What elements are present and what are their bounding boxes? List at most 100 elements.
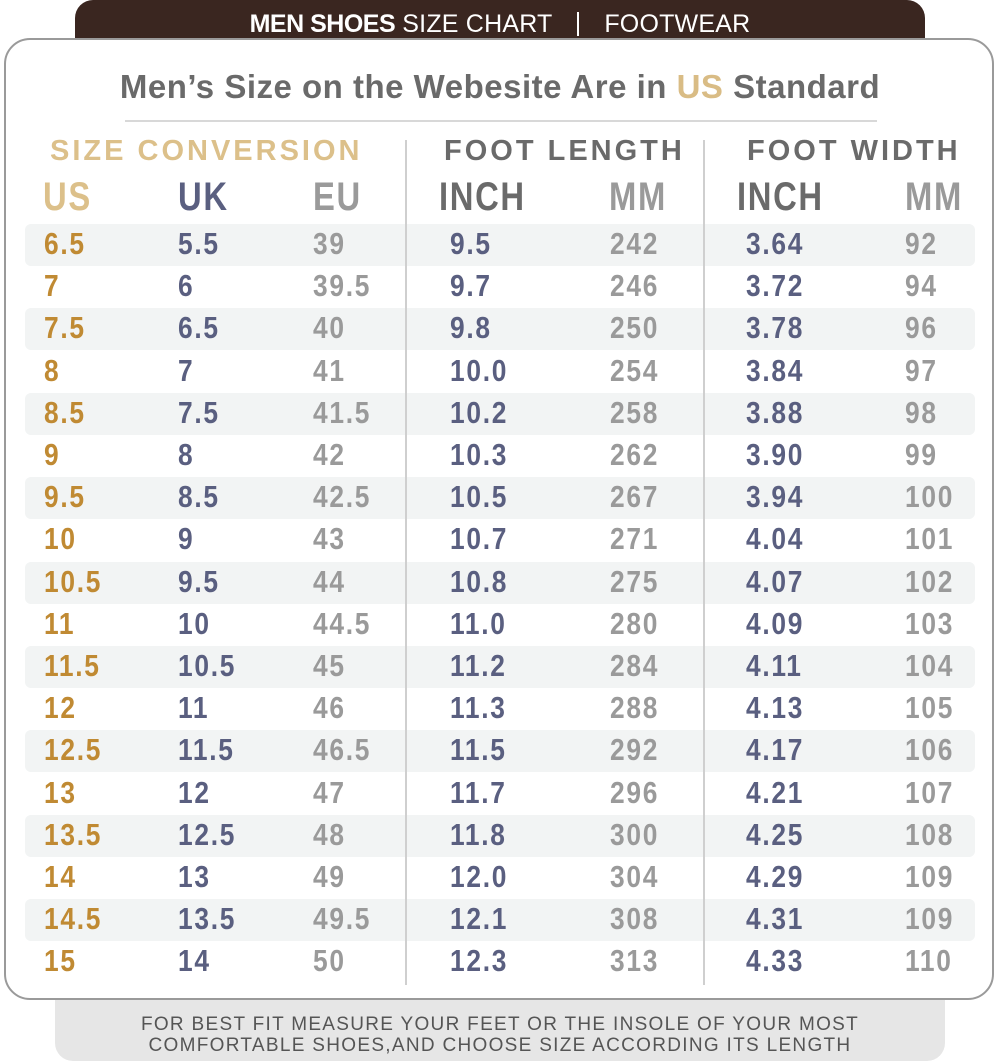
cell-us: 13.5 [44, 816, 103, 852]
cell-length-inch: 11.2 [450, 648, 507, 683]
table-row: 13.5 12.5 48 11.8 300 4.25 108 [25, 814, 975, 857]
table-row: 14 13 49 12.0 304 4.29 109 [25, 857, 975, 899]
banner-title-rest: SIZE CHART [402, 10, 553, 38]
cell-width-mm: 109 [905, 901, 955, 937]
banner-category: FOOTWEAR [604, 10, 751, 38]
cell-width-inch: 4.21 [746, 774, 805, 810]
headline-accent: US [676, 68, 724, 105]
cell-width-mm: 92 [905, 226, 938, 261]
cell-width-inch: 4.33 [746, 943, 805, 979]
cell-width-mm: 105 [905, 690, 955, 726]
cell-eu: 44.5 [313, 605, 372, 641]
cell-length-mm: 284 [610, 648, 660, 683]
table-row: 8.5 7.5 41.5 10.2 258 3.88 98 [25, 392, 975, 435]
cell-uk: 13.5 [178, 901, 237, 937]
footer-line-1: FOR BEST FIT MEASURE YOUR FEET OR THE IN… [140, 1014, 860, 1035]
headline-rule [125, 120, 877, 122]
cell-length-mm: 242 [610, 226, 660, 261]
cell-uk: 9.5 [178, 563, 220, 599]
cell-length-mm: 288 [610, 690, 660, 726]
cell-width-inch: 4.07 [746, 563, 805, 599]
headline-after: Standard [733, 68, 881, 105]
col-header-width-mm: MM [905, 175, 963, 219]
cell-uk: 6 [178, 268, 195, 304]
cell-eu: 47 [313, 774, 346, 810]
cell-length-inch: 10.8 [450, 563, 509, 599]
banner-title: MEN SHOES SIZE CHART FOOTWEAR [0, 10, 1000, 39]
cell-width-inch: 4.31 [746, 901, 805, 937]
col-header-length-mm: MM [609, 175, 667, 219]
footer-line-2: COMFORTABLE SHOES,AND CHOOSE SIZE ACCORD… [148, 1035, 852, 1056]
cell-width-inch: 3.84 [746, 352, 805, 388]
cell-eu: 50 [313, 943, 346, 979]
cell-length-inch: 10.5 [450, 479, 509, 515]
cell-length-inch: 11.5 [450, 732, 507, 768]
table-row: 13 12 47 11.7 296 4.21 107 [25, 773, 975, 815]
cell-uk: 13 [178, 859, 211, 894]
col-header-length-inch: INCH [439, 175, 526, 219]
cell-us: 13 [44, 774, 77, 810]
banner-title-bold: MEN SHOES [249, 10, 396, 38]
cell-width-mm: 94 [905, 268, 938, 304]
cell-width-mm: 96 [905, 310, 938, 346]
cell-width-inch: 4.29 [746, 859, 805, 894]
cell-length-inch: 12.0 [450, 859, 509, 894]
cell-length-mm: 271 [610, 521, 660, 557]
divider-width [703, 140, 705, 985]
cell-width-mm: 106 [905, 732, 955, 768]
table-row: 11.5 10.5 45 11.2 284 4.11 104 [25, 646, 975, 688]
cell-width-inch: 3.88 [746, 394, 805, 430]
cell-length-inch: 11.0 [450, 605, 507, 641]
cell-uk: 8.5 [178, 479, 220, 515]
cell-width-inch: 3.94 [746, 479, 805, 515]
cell-length-inch: 12.1 [450, 901, 509, 937]
headline: Men’s Size on the Webesite Are in US Sta… [0, 68, 1000, 106]
cell-us: 12 [44, 690, 77, 726]
cell-eu: 46.5 [313, 732, 372, 768]
cell-length-inch: 12.3 [450, 943, 509, 979]
cell-us: 6.5 [44, 226, 86, 261]
cell-us: 11.5 [44, 648, 101, 683]
table-row: 9 8 42 10.3 262 3.90 99 [25, 435, 975, 477]
group-size-conversion: SIZE CONVERSION [50, 135, 363, 167]
cell-length-mm: 250 [610, 310, 660, 346]
cell-us: 8 [44, 352, 61, 388]
cell-length-inch: 9.8 [450, 310, 492, 346]
cell-us: 14.5 [44, 901, 103, 937]
table-row: 10.5 9.5 44 10.8 275 4.07 102 [25, 561, 975, 604]
table-row: 11 10 44.5 11.0 280 4.09 103 [25, 604, 975, 646]
cell-width-mm: 101 [905, 521, 955, 557]
cell-width-mm: 97 [905, 352, 938, 388]
cell-eu: 49.5 [313, 901, 372, 937]
cell-length-mm: 258 [610, 394, 660, 430]
cell-uk: 7.5 [178, 394, 220, 430]
cell-eu: 40 [313, 310, 346, 346]
cell-width-mm: 103 [905, 605, 955, 641]
table-row: 14.5 13.5 49.5 12.1 308 4.31 109 [25, 899, 975, 942]
cell-length-mm: 275 [610, 563, 660, 599]
cell-length-inch: 11.8 [450, 816, 507, 852]
cell-eu: 46 [313, 690, 346, 726]
table-row: 6.5 5.5 39 9.5 242 3.64 92 [25, 224, 975, 266]
cell-length-mm: 246 [610, 268, 660, 304]
group-foot-width: FOOT WIDTH [747, 135, 961, 167]
cell-eu: 45 [313, 648, 346, 683]
table-row: 9.5 8.5 42.5 10.5 267 3.94 100 [25, 477, 975, 520]
cell-length-inch: 10.3 [450, 437, 509, 472]
col-header-us: US [43, 175, 92, 219]
cell-width-inch: 3.72 [746, 268, 805, 304]
cell-uk: 9 [178, 521, 195, 557]
cell-uk: 10 [178, 605, 211, 641]
cell-length-inch: 11.7 [450, 774, 507, 810]
cell-eu: 43 [313, 521, 346, 557]
cell-length-mm: 292 [610, 732, 660, 768]
cell-width-mm: 104 [905, 648, 955, 683]
cell-us: 9 [44, 437, 61, 472]
cell-eu: 44 [313, 563, 346, 599]
cell-length-mm: 313 [610, 943, 660, 979]
cell-width-inch: 3.78 [746, 310, 805, 346]
cell-length-inch: 10.7 [450, 521, 509, 557]
cell-width-mm: 98 [905, 394, 938, 430]
cell-width-inch: 4.13 [746, 690, 805, 726]
cell-eu: 42.5 [313, 479, 372, 515]
